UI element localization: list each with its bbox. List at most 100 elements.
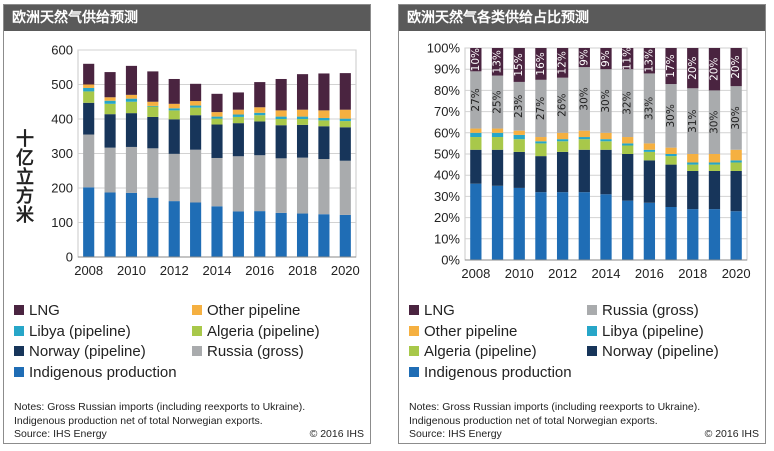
bar-segment-norway-pipeline [168,119,180,154]
bar-segment-libya-pipeline [232,114,244,117]
bar-segment-libya-pipeline [190,105,202,108]
x-tick-label: 2010 [505,266,534,281]
bar-segment-lng [168,78,180,104]
bar-segment-other-pipeline [147,101,159,106]
bar-segment-lng [535,48,547,80]
data-label: 9% [578,49,590,66]
bar-segment-norway-pipeline [643,160,656,203]
bar-segment-algeria-pipeline [708,164,721,171]
bar-segment-norway-pipeline [578,149,590,193]
bar-segment-libya-pipeline [513,134,525,140]
bar-segment-libya-pipeline [318,117,330,121]
bar-segment-lng [643,48,656,74]
bar-segment-other-pipeline [190,101,202,106]
bar-segment-other-pipeline [600,132,612,140]
bar-segment-algeria-pipeline [232,116,244,124]
data-label: 27% [535,97,547,120]
bar-segment-norway-pipeline [275,125,287,159]
bar-segment-norway-pipeline [232,123,244,157]
bar-segment-libya-pipeline [491,132,504,138]
legend-swatch [587,325,597,336]
bar-segment-norway-pipeline [125,113,138,147]
legend-item-norway-pipeline: Norway (pipeline) [14,342,146,362]
legend-swatch [409,325,419,336]
bar-segment-russia-gross [600,69,612,133]
legend-item-other-pipeline: Other pipeline [409,322,517,342]
bar-segment-other-pipeline [104,97,116,101]
bar-segment-norway-pipeline [470,149,482,184]
bar-segment-russia-gross [190,149,202,203]
bar-segment-russia-gross [556,77,569,133]
bar-segment-norway-pipeline [556,151,569,193]
bar-segment-libya-pipeline [622,143,634,146]
data-label: 33% [643,97,655,120]
legend-swatch [192,346,202,356]
bar-segment-other-pipeline [578,130,590,138]
bar-segment-norway-pipeline [318,126,330,160]
legend-label: Norway (pipeline) [602,343,719,360]
bar-segment-russia-gross [254,155,266,212]
bar-segment-other-pipeline [556,132,569,140]
data-label: 27% [470,88,482,111]
bar-segment-russia-gross [730,86,742,150]
bar-segment-algeria-pipeline [190,107,202,116]
bar-segment-algeria-pipeline [535,143,547,157]
bar-segment-lng [211,93,223,113]
bar-segment-norway-pipeline [339,127,351,161]
legend-label: Russia (gross) [602,302,699,319]
bar-segment-other-pipeline [535,137,547,142]
bar-segment-indigenous-production [254,211,266,257]
y-tick-label: 400 [51,112,73,127]
data-label: 30% [708,111,720,134]
bar-segment-indigenous-production [168,201,180,257]
bar-segment-algeria-pipeline [296,119,309,125]
y-axis-label-char: 亿 [16,148,34,169]
bar-segment-lng [83,63,95,85]
bar-segment-other-pipeline [296,109,309,117]
bar-segment-lng [622,48,634,70]
data-label: 13% [492,50,504,73]
x-tick-label: 2018 [678,266,707,281]
bar-segment-indigenous-production [513,187,525,260]
bar-segment-indigenous-production [83,187,95,257]
bar-segment-libya-pipeline [211,116,223,119]
y-tick-label: 100% [427,41,461,56]
x-tick-label: 2018 [288,263,317,278]
supply-share-panel: 欧洲天然气各类供给占比预测 0% 10% 20% 30% 40% 50% 60% 70% 80%… [398,4,766,444]
y-tick-label: 30% [434,189,460,204]
data-label: 32% [622,91,634,114]
y-axis-label-char: 米 [16,205,34,226]
bar-segment-norway-pipeline [730,170,742,212]
legend-item-algeria-pipeline: Algeria (pipeline) [409,342,537,362]
legend-swatch [14,366,24,377]
bar-segment-norway-pipeline [254,121,266,156]
bar-segment-other-pipeline [211,112,223,117]
data-label: 30% [730,106,742,129]
bar-segment-other-pipeline [622,137,634,144]
data-label: 30% [600,89,612,112]
bar-segment-lng [687,48,699,89]
legend-label: LNG [424,302,455,319]
bar-segment-indigenous-production [125,192,138,257]
bar-segment-algeria-pipeline [730,162,742,171]
legend-item-norway-pipeline: Norway (pipeline) [587,342,719,362]
bar-segment-russia-gross [318,159,330,215]
y-tick-label: 50% [434,147,460,162]
bar-segment-libya-pipeline [470,132,482,138]
bar-segment-norway-pipeline [211,124,223,158]
bar-segment-lng [296,74,309,110]
bar-segment-norway-pipeline [104,114,116,148]
bar-segment-lng [125,65,138,95]
bar-segment-russia-gross [665,84,677,148]
data-label: 17% [665,54,677,77]
data-label: 15% [513,53,525,76]
y-tick-label: 500 [51,77,73,92]
bar-segment-indigenous-production [687,209,699,260]
supply-share-chart: 0% 10% 20% 30% 40% 50% 60% 70% 80% 90% 100% 27% 10% 2… [427,41,751,282]
bar-segment-russia-gross [578,67,590,131]
bar-segment-norway-pipeline [491,149,504,186]
x-tick-label: 2016 [635,266,664,281]
legend-swatch [409,366,419,377]
bar-segment-lng [513,48,525,82]
bar-segment-algeria-pipeline [254,115,266,122]
